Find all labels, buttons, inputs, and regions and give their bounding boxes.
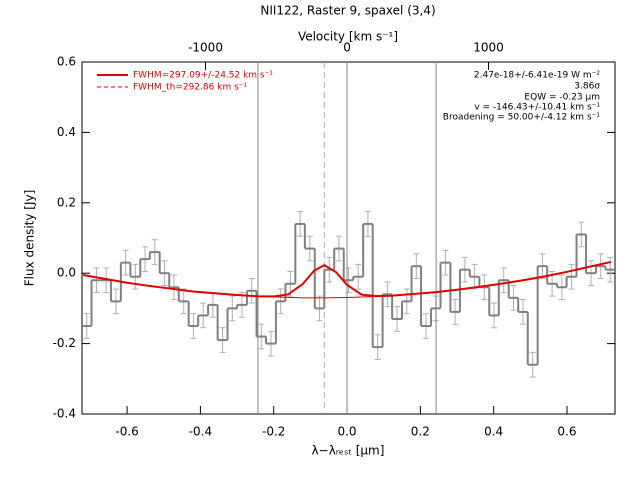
x2-tick-label: 0 [343,41,351,55]
x-axis-label: λ−λᵣₑₛₜ [μm] [312,444,385,458]
annotation: EQW = -0.23 μm [524,93,600,103]
x-tick-label: 0.0 [337,425,356,439]
x-tick-label: -0.4 [189,425,212,439]
x-tick-label: 0.4 [484,425,503,439]
x-tick-label: -0.2 [262,425,285,439]
y-axis-label: Flux density [Jy] [23,190,37,287]
fit-line [82,260,612,298]
y-tick-label: 0.0 [57,266,76,280]
y-tick-label: 0.6 [57,55,76,69]
x-tick-label: -0.6 [115,425,138,439]
y-tick-label: -0.4 [53,407,76,421]
x-tick-label: 0.6 [557,425,576,439]
x-tick-label: 0.2 [411,425,430,439]
x2-axis-label: Velocity [km s⁻¹] [298,30,398,44]
legend-label: FWHM=297.09+/-24.52 km s⁻¹ [133,71,273,81]
legend-label: FWHM_th=292.86 km s⁻¹ [133,83,248,93]
x2-tick-label: -1000 [188,41,223,55]
annotation: Broadening = 50.00+/-4.12 km s⁻¹ [443,113,601,123]
y-tick-label: 0.4 [57,125,76,139]
annotation: v = -146.43+/-10.41 km s⁻¹ [474,103,600,113]
annotation: 3.86σ [574,82,600,92]
x2-tick-label: 1000 [473,41,504,55]
y-tick-label: 0.2 [57,195,76,209]
plot-frame [81,61,616,415]
chart-title: NII122, Raster 9, spaxel (3,4) [260,4,435,18]
y-tick-label: -0.2 [53,336,76,350]
annotation: 2.47e-18+/-6.41e-19 W m⁻² [474,71,601,81]
